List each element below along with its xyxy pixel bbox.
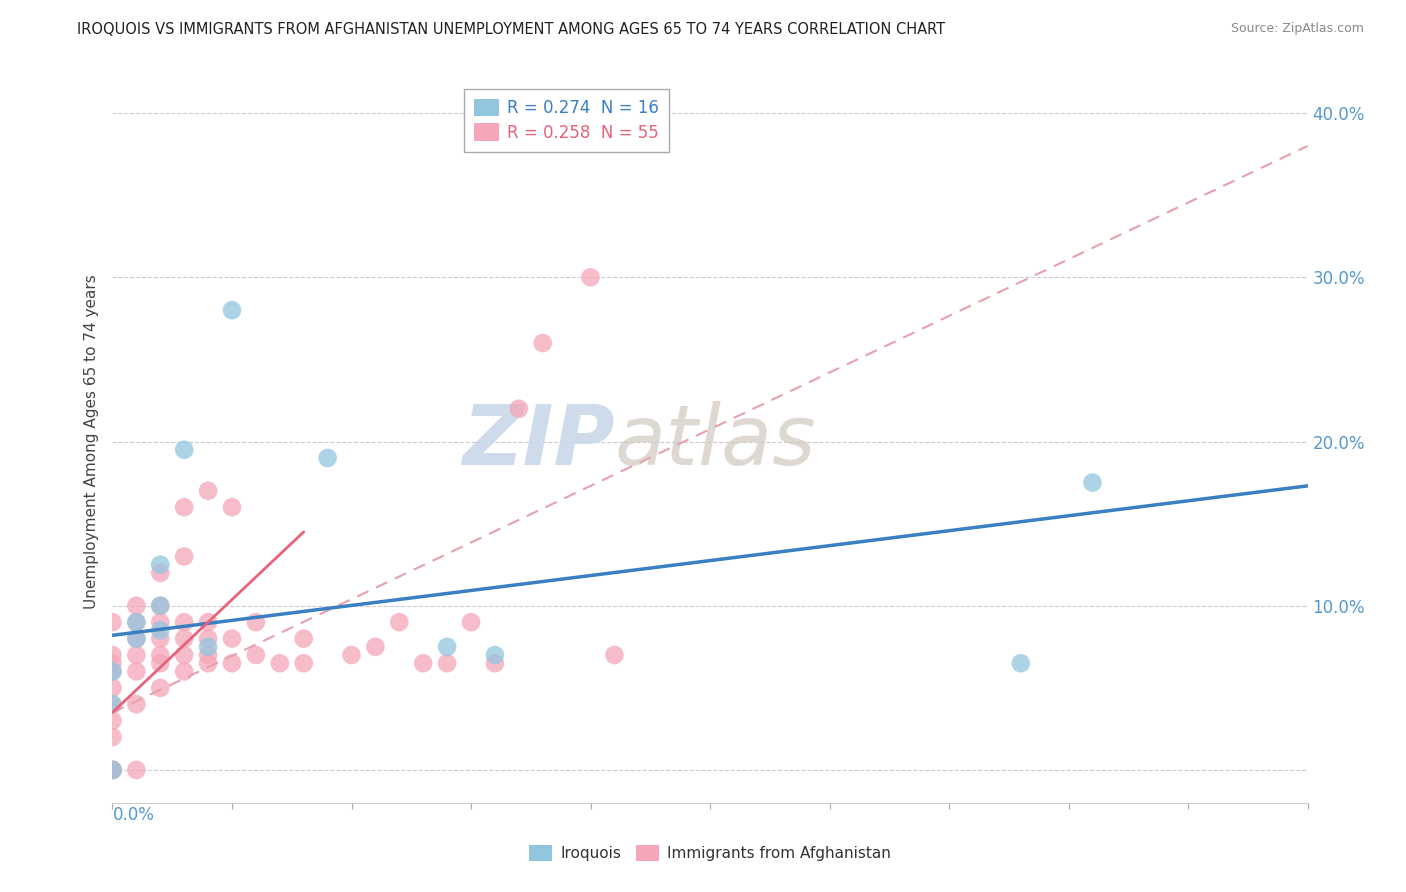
- Point: [221, 632, 243, 646]
- Point: [101, 681, 124, 695]
- Point: [173, 632, 195, 646]
- Point: [101, 698, 124, 712]
- Point: [125, 698, 148, 712]
- Point: [125, 632, 148, 646]
- Point: [125, 615, 148, 630]
- Point: [197, 632, 219, 646]
- Point: [101, 763, 124, 777]
- Point: [101, 657, 124, 671]
- Point: [221, 500, 243, 515]
- Point: [125, 763, 148, 777]
- Text: IROQUOIS VS IMMIGRANTS FROM AFGHANISTAN UNEMPLOYMENT AMONG AGES 65 TO 74 YEARS C: IROQUOIS VS IMMIGRANTS FROM AFGHANISTAN …: [77, 22, 945, 37]
- Point: [340, 648, 363, 662]
- Point: [412, 657, 434, 671]
- Point: [197, 648, 219, 662]
- Point: [221, 657, 243, 671]
- Point: [173, 500, 195, 515]
- Point: [364, 640, 387, 654]
- Point: [101, 714, 124, 728]
- Point: [173, 549, 195, 564]
- Point: [125, 599, 148, 613]
- Point: [125, 632, 148, 646]
- Point: [603, 648, 626, 662]
- Point: [245, 648, 267, 662]
- Point: [197, 640, 219, 654]
- Point: [1081, 475, 1104, 490]
- Point: [149, 624, 172, 638]
- Point: [245, 615, 267, 630]
- Point: [101, 763, 124, 777]
- Point: [460, 615, 482, 630]
- Point: [173, 442, 195, 457]
- Text: ZIP: ZIP: [461, 401, 614, 482]
- Text: Source: ZipAtlas.com: Source: ZipAtlas.com: [1230, 22, 1364, 36]
- Point: [149, 657, 172, 671]
- Point: [197, 483, 219, 498]
- Point: [173, 648, 195, 662]
- Point: [388, 615, 411, 630]
- Point: [125, 615, 148, 630]
- Text: 0.0%: 0.0%: [112, 806, 155, 824]
- Point: [101, 763, 124, 777]
- Point: [531, 336, 554, 351]
- Point: [101, 665, 124, 679]
- Point: [221, 303, 243, 318]
- Point: [197, 657, 219, 671]
- Point: [149, 566, 172, 580]
- Point: [149, 615, 172, 630]
- Point: [197, 615, 219, 630]
- Point: [484, 648, 506, 662]
- Point: [436, 640, 458, 654]
- Point: [101, 698, 124, 712]
- Point: [269, 657, 291, 671]
- Point: [484, 657, 506, 671]
- Point: [101, 615, 124, 630]
- Point: [101, 763, 124, 777]
- Point: [125, 648, 148, 662]
- Point: [316, 450, 339, 465]
- Point: [508, 401, 530, 416]
- Point: [436, 657, 458, 671]
- Point: [292, 657, 315, 671]
- Point: [149, 558, 172, 572]
- Point: [579, 270, 602, 285]
- Point: [149, 681, 172, 695]
- Point: [149, 599, 172, 613]
- Point: [125, 665, 148, 679]
- Point: [101, 730, 124, 744]
- Point: [149, 599, 172, 613]
- Point: [149, 648, 172, 662]
- Y-axis label: Unemployment Among Ages 65 to 74 years: Unemployment Among Ages 65 to 74 years: [83, 274, 98, 609]
- Point: [173, 665, 195, 679]
- Point: [101, 648, 124, 662]
- Legend: Iroquois, Immigrants from Afghanistan: Iroquois, Immigrants from Afghanistan: [523, 839, 897, 867]
- Point: [101, 665, 124, 679]
- Point: [292, 632, 315, 646]
- Point: [1010, 657, 1032, 671]
- Point: [149, 632, 172, 646]
- Point: [173, 615, 195, 630]
- Text: atlas: atlas: [614, 401, 815, 482]
